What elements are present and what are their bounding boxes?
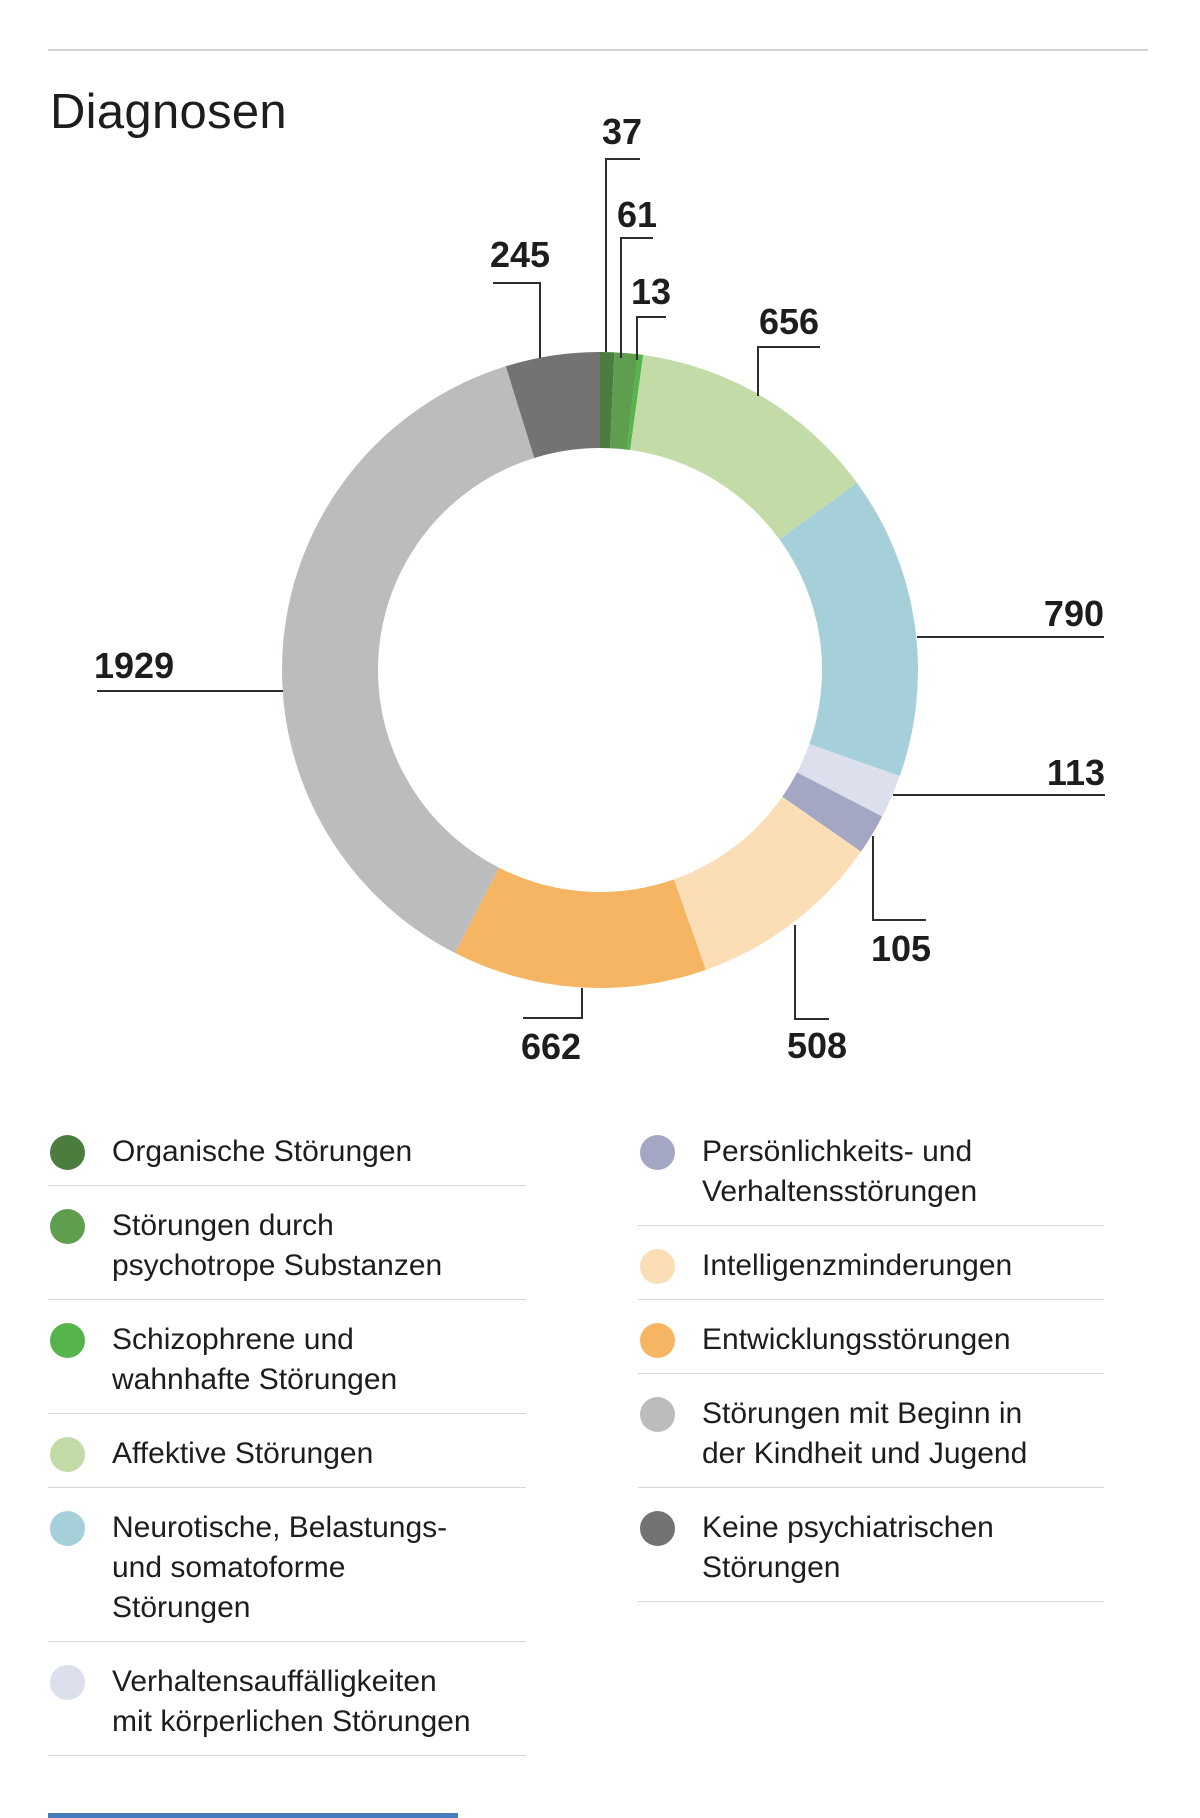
legend-item-verhaltensauff-lligkeiten-mit-k-rperlichen-st-rungen: Verhaltensauffälligkeiten mit körperliche…: [48, 1642, 526, 1756]
legend-column-left: Organische Störungen Störungen durch psych…: [48, 1112, 526, 1756]
value-label-schizophrene-und-wahnhafte-st-rungen: 13: [631, 271, 671, 312]
chart-title: Diagnosen: [50, 85, 287, 139]
legend-color-dot: [640, 1135, 675, 1170]
value-label-entwicklungsst-rungen: 662: [521, 1026, 581, 1067]
legend-item-st-rungen-durch-psychotrope-substanzen: Störungen durch psychotrope Substanzen: [48, 1186, 526, 1300]
value-label-verhaltensauff-lligkeiten-mit-k-rperlichen-st-rungen: 113: [1047, 752, 1105, 793]
legend-item-pers-nlichkeits-und-verhaltensst-rungen: Persönlichkeits- und Verhaltensstörungen: [638, 1112, 1104, 1226]
legend-color-dot: [640, 1323, 675, 1358]
value-label-intelligenzminderungen: 508: [787, 1025, 847, 1066]
legend-column-right: Persönlichkeits- und Verhaltensstörungen I…: [638, 1112, 1104, 1602]
donut-segment-st-rungen-mit-beginn-in-der-kindheit-und-jugend: [281, 366, 535, 954]
donut-segment-intelligenzminderungen: [673, 796, 862, 970]
legend-label: Entwicklungsstörungen: [702, 1323, 1011, 1356]
legend-item-keine-psychiatrischen-st-rungen: Keine psychiatrischen Störungen: [638, 1488, 1104, 1602]
donut-segment-entwicklungsst-rungen: [455, 867, 706, 988]
legend-item-neurotische-belastungs-und-somatoforme-st-rungen: Neurotische, Belastungs-und somatoforme S…: [48, 1488, 526, 1642]
callout-line-entwicklungsst-rungen: [523, 988, 583, 1019]
legend-color-dot: [640, 1511, 675, 1546]
legend-item-st-rungen-mit-beginn-in-der-kindheit-und-jugend: Störungen mit Beginn in der Kindheit und …: [638, 1374, 1104, 1488]
donut-segment-keine-psychiatrischen-st-rungen: [505, 352, 600, 458]
donut-segment-affektive-st-rungen: [630, 354, 858, 540]
callout-line-intelligenzminderungen: [794, 925, 829, 1020]
top-divider-line: [48, 49, 1148, 51]
legend-color-dot: [640, 1249, 675, 1284]
legend-label: Affektive Störungen: [112, 1437, 374, 1470]
value-label-affektive-st-rungen: 656: [759, 301, 819, 342]
callout-line-schizophrene-und-wahnhafte-st-rungen: [636, 316, 666, 360]
legend-color-dot: [50, 1665, 85, 1700]
legend-label: Persönlichkeits- und Verhaltensstörungen: [702, 1135, 978, 1208]
value-label-st-rungen-durch-psychotrope-substanzen: 61: [617, 194, 657, 235]
legend-label: Schizophrene und wahnhafte Störungen: [112, 1323, 398, 1396]
callout-line-organische-st-rungen: [605, 158, 640, 352]
value-label-neurotische-belastungs-und-somatoforme-st-rungen: 790: [1044, 593, 1104, 634]
legend-label: Störungen durch psychotrope Substanzen: [112, 1209, 443, 1282]
legend-label: Neurotische, Belastungs-und somatoforme S…: [112, 1511, 448, 1624]
callout-line-affektive-st-rungen: [757, 346, 820, 396]
callout-line-keine-psychiatrischen-st-rungen: [493, 282, 541, 358]
legend-label: Keine psychiatrischen Störungen: [702, 1511, 994, 1584]
legend-item-schizophrene-und-wahnhafte-st-rungen: Schizophrene und wahnhafte Störungen: [48, 1300, 526, 1414]
legend-label: Organische Störungen: [112, 1135, 413, 1168]
donut-segment-st-rungen-durch-psychotrope-substanzen: [610, 352, 639, 450]
value-callouts: 37 61 13 656 790 113 105 508 662 1929 245: [94, 111, 1105, 1067]
legend-color-dot: [50, 1209, 85, 1244]
donut-segment-neurotische-belastungs-und-somatoforme-st-rungen: [779, 482, 918, 777]
donut-segment-schizophrene-und-wahnhafte-st-rungen: [626, 354, 644, 451]
value-label-keine-psychiatrischen-st-rungen: 245: [490, 234, 550, 275]
value-label-organische-st-rungen: 37: [602, 111, 642, 152]
legend-color-dot: [50, 1323, 85, 1358]
donut-segments: [281, 352, 918, 988]
legend-item-intelligenzminderungen: Intelligenzminderungen: [638, 1226, 1104, 1300]
bottom-accent-line: [48, 1813, 458, 1818]
legend-label: Störungen mit Beginn in der Kindheit und …: [702, 1397, 1028, 1470]
callout-line-st-rungen-durch-psychotrope-substanzen: [620, 237, 653, 358]
value-label-st-rungen-mit-beginn-in-der-kindheit-und-jugend: 1929: [94, 645, 174, 686]
donut-segment-organische-st-rungen: [600, 352, 615, 449]
legend-color-dot: [50, 1437, 85, 1472]
legend-item-organische-st-rungen: Organische Störungen: [48, 1112, 526, 1186]
donut-segment-pers-nlichkeits-und-verhaltensst-rungen: [782, 772, 883, 852]
legend-color-dot: [50, 1511, 85, 1546]
legend-label: Verhaltensauffälligkeiten mit körperliche…: [112, 1665, 471, 1738]
legend-color-dot: [50, 1135, 85, 1170]
legend-color-dot: [640, 1397, 675, 1432]
donut-segment-verhaltensauff-lligkeiten-mit-k-rperlichen-st-rungen: [797, 744, 900, 817]
callout-line-pers-nlichkeits-und-verhaltensst-rungen: [872, 836, 926, 921]
value-label-pers-nlichkeits-und-verhaltensst-rungen: 105: [871, 928, 931, 969]
legend-label: Intelligenzminderungen: [702, 1249, 1013, 1282]
legend-item-affektive-st-rungen: Affektive Störungen: [48, 1414, 526, 1488]
legend-item-entwicklungsst-rungen: Entwicklungsstörungen: [638, 1300, 1104, 1374]
